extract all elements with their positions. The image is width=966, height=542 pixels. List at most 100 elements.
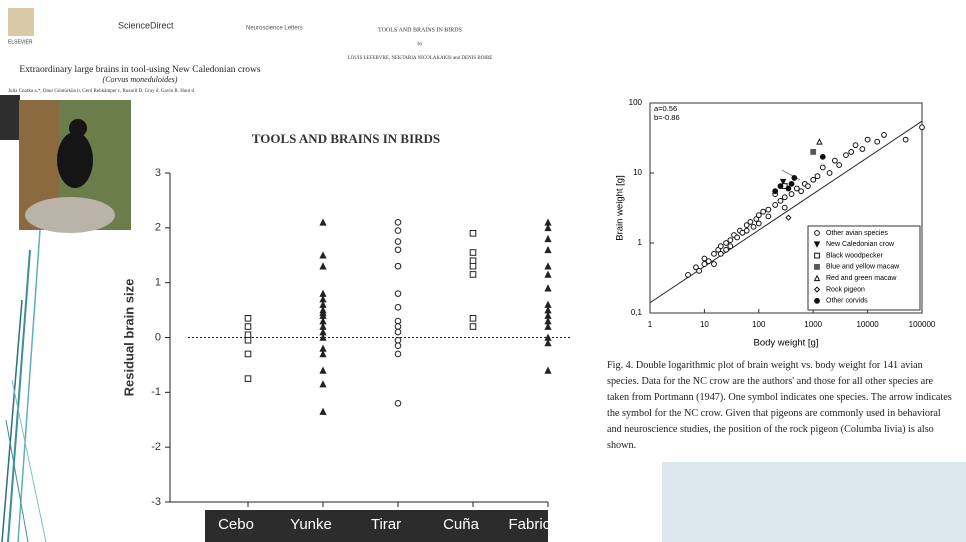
legend-marker bbox=[813, 274, 821, 282]
legend-label: Rock pigeon bbox=[826, 286, 865, 293]
point bbox=[394, 238, 402, 245]
x-tick-label: Cebo bbox=[218, 516, 254, 533]
annotation: b=-0.86 bbox=[654, 113, 680, 122]
point bbox=[777, 197, 784, 204]
point bbox=[319, 218, 327, 226]
point bbox=[544, 223, 552, 232]
point bbox=[788, 191, 795, 197]
legend-marker bbox=[814, 230, 820, 236]
y-tick-label: 1 bbox=[638, 238, 643, 247]
point bbox=[743, 222, 750, 229]
x-tick-label: 10000 bbox=[856, 320, 879, 329]
note-box bbox=[662, 462, 966, 542]
point bbox=[469, 262, 477, 270]
fit-line bbox=[649, 120, 923, 304]
point bbox=[319, 407, 327, 415]
point bbox=[469, 271, 477, 278]
point bbox=[394, 323, 402, 330]
point bbox=[848, 149, 855, 155]
x-tick-label: 100 bbox=[752, 320, 766, 329]
point bbox=[743, 227, 750, 234]
publisher-logo bbox=[8, 8, 34, 36]
point bbox=[544, 322, 552, 330]
point bbox=[711, 250, 717, 257]
point bbox=[777, 183, 784, 189]
point bbox=[826, 170, 833, 176]
point bbox=[772, 188, 779, 195]
point bbox=[765, 206, 772, 213]
point bbox=[319, 262, 327, 270]
point bbox=[727, 243, 734, 250]
point bbox=[711, 261, 717, 267]
book-by: by bbox=[418, 42, 424, 47]
legend-label: New Caledonian crow bbox=[826, 241, 895, 248]
point bbox=[864, 136, 871, 143]
point bbox=[244, 350, 252, 358]
point bbox=[810, 149, 817, 155]
point bbox=[394, 400, 402, 407]
y-tick-label: -3 bbox=[151, 496, 161, 508]
point bbox=[394, 350, 402, 358]
point bbox=[244, 336, 252, 344]
photo-rock bbox=[25, 197, 115, 233]
decor-line bbox=[5, 419, 29, 542]
point bbox=[785, 214, 792, 221]
y-tick-label: 1 bbox=[155, 277, 161, 289]
point bbox=[919, 124, 925, 131]
point bbox=[544, 339, 552, 347]
point bbox=[814, 173, 821, 180]
point bbox=[394, 227, 402, 234]
point bbox=[705, 258, 712, 265]
label-bar bbox=[205, 510, 548, 542]
point bbox=[701, 255, 708, 262]
x-axis-label: Body weight [g] bbox=[754, 338, 819, 349]
point bbox=[810, 176, 817, 183]
point bbox=[244, 315, 252, 322]
x-tick-label: 1000 bbox=[804, 320, 822, 329]
paper-species: (Corvus moneduloides) bbox=[103, 75, 178, 84]
point bbox=[750, 223, 757, 230]
point bbox=[717, 243, 724, 250]
point bbox=[685, 272, 691, 278]
decor-line bbox=[17, 229, 41, 542]
point bbox=[469, 323, 477, 330]
point bbox=[723, 246, 729, 253]
point bbox=[394, 317, 402, 325]
y-tick-label: 0,1 bbox=[631, 308, 643, 317]
point bbox=[819, 153, 826, 160]
journal: Neuroscience Letters bbox=[246, 26, 303, 32]
point bbox=[244, 375, 252, 382]
point bbox=[319, 350, 327, 358]
point bbox=[791, 175, 798, 181]
x-tick-label: 100000 bbox=[909, 320, 936, 329]
legend-label: Red and green macaw bbox=[826, 275, 897, 282]
x-tick-label: Cuña bbox=[443, 516, 480, 533]
point bbox=[852, 142, 859, 149]
decor-line bbox=[7, 249, 31, 542]
legend-label: Black woodpecker bbox=[826, 252, 883, 259]
point bbox=[881, 132, 887, 138]
y-tick-label: 0 bbox=[155, 331, 161, 343]
point bbox=[394, 328, 402, 336]
paper-title: Extraordinary large brains in tool-using… bbox=[19, 65, 261, 75]
legend-marker bbox=[814, 264, 820, 270]
point bbox=[781, 194, 788, 201]
x-tick-label: 10 bbox=[700, 320, 709, 329]
point bbox=[394, 290, 402, 297]
legend-marker bbox=[814, 297, 820, 304]
point bbox=[244, 331, 252, 339]
chart-title: TOOLS AND BRAINS IN BIRDS bbox=[252, 131, 440, 146]
point bbox=[696, 267, 703, 274]
annotation: a=0.56 bbox=[654, 104, 677, 113]
point bbox=[544, 366, 552, 374]
point bbox=[469, 315, 477, 322]
figure-caption: Fig. 4. Double logarithmic plot of brain… bbox=[607, 360, 952, 451]
point bbox=[760, 208, 767, 215]
legend-marker bbox=[813, 286, 821, 293]
point bbox=[544, 245, 552, 254]
legend-label: Other corvids bbox=[826, 298, 868, 305]
dark-tab bbox=[0, 95, 20, 140]
y-tick-label: 2 bbox=[155, 222, 161, 234]
point bbox=[836, 162, 843, 168]
